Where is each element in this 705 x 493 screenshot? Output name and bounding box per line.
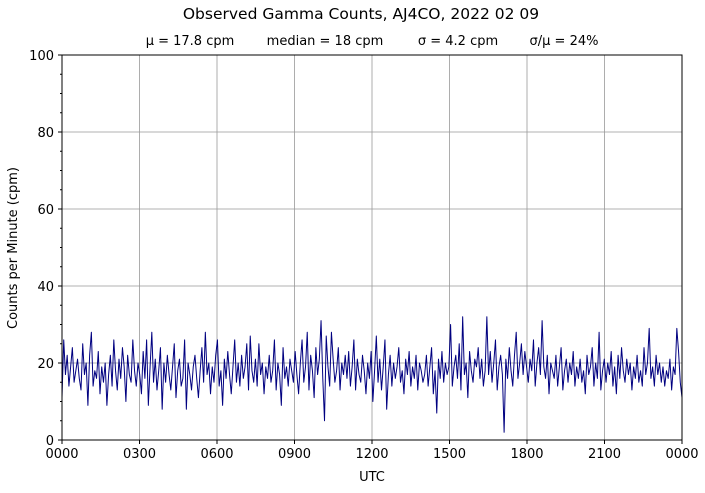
y-tick-label: 40 xyxy=(37,280,54,295)
x-tick-label: 0000 xyxy=(45,447,78,462)
y-tick-label: 60 xyxy=(37,203,54,218)
stat-sigma: σ = 4.2 cpm xyxy=(418,34,498,49)
stat-cv: σ/μ = 24% xyxy=(530,34,599,49)
y-tick-label: 0 xyxy=(46,434,54,449)
chart-title: Observed Gamma Counts, AJ4CO, 2022 02 09 xyxy=(183,5,539,23)
x-axis-label: UTC xyxy=(359,470,385,485)
plot-frame xyxy=(61,54,683,441)
y-tick-label: 80 xyxy=(37,126,54,141)
stat-median: median = 18 cpm xyxy=(267,34,384,49)
axis-ticks: 0000 0300 0600 0900 1200 1500 1800 2100 00000204… xyxy=(29,49,698,462)
series-line xyxy=(61,316,683,433)
y-axis-label: Counts per Minute (cpm) xyxy=(6,167,21,329)
x-tick-label: 0000 xyxy=(665,447,698,462)
x-tick-label: 1500 xyxy=(433,447,466,462)
x-tick-label: 1800 xyxy=(510,447,543,462)
x-tick-label: 1200 xyxy=(355,447,388,462)
grid-lines xyxy=(62,55,682,440)
y-tick-label: 20 xyxy=(37,357,54,372)
x-tick-label: 2100 xyxy=(588,447,621,462)
x-tick-label: 0600 xyxy=(200,447,233,462)
x-tick-label: 0300 xyxy=(123,447,156,462)
y-tick-label: 100 xyxy=(29,49,54,64)
x-tick-label: 0900 xyxy=(278,447,311,462)
stat-mean: μ = 17.8 cpm xyxy=(146,34,235,49)
